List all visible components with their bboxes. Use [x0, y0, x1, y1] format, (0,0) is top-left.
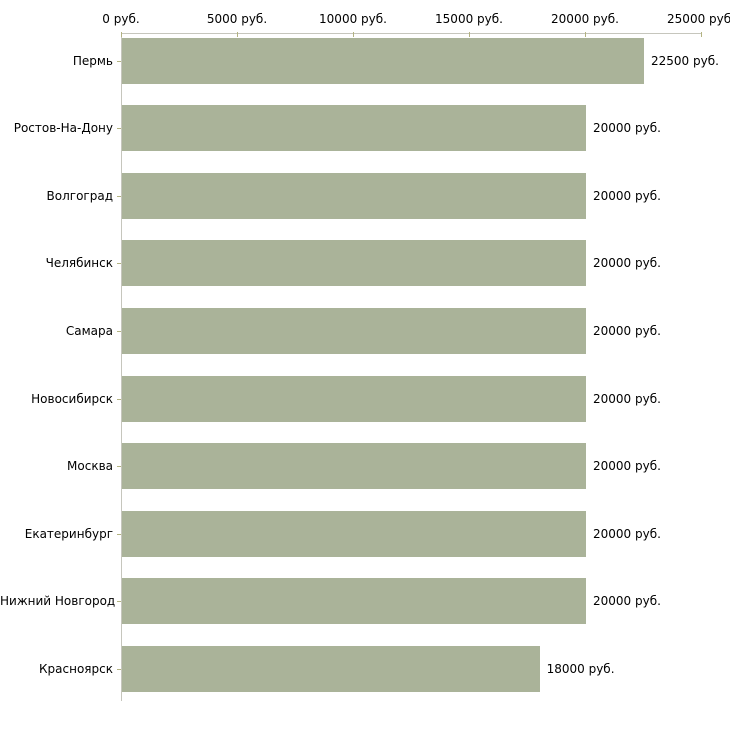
x-axis-tick	[237, 32, 238, 37]
value-label: 20000 руб.	[593, 256, 661, 271]
category-label: Новосибирск	[31, 391, 113, 406]
bar	[122, 375, 586, 422]
y-axis-tick	[117, 195, 121, 197]
value-label: 22500 руб.	[651, 53, 719, 68]
category-label: Волгоград	[46, 188, 113, 203]
y-axis-line	[121, 33, 122, 701]
category-label: Екатеринбург	[24, 526, 113, 541]
bar	[122, 240, 586, 287]
bar	[122, 578, 586, 625]
x-axis-tick	[121, 32, 122, 37]
category-label: Самара	[65, 323, 113, 338]
value-label: 20000 руб.	[593, 188, 661, 203]
category-label: Красноярск	[39, 661, 113, 676]
x-axis-tick-label: 0 руб.	[102, 12, 140, 26]
value-label: 20000 руб.	[593, 459, 661, 474]
bar	[122, 37, 644, 84]
x-axis-tick	[353, 32, 354, 37]
x-axis-tick	[701, 32, 702, 37]
y-axis-tick	[117, 466, 121, 468]
y-axis-tick	[117, 60, 121, 62]
bar	[122, 645, 540, 692]
y-axis-tick	[117, 330, 121, 332]
x-axis-line	[121, 33, 702, 34]
bar	[122, 172, 586, 219]
x-axis-tick-label: 5000 руб.	[206, 12, 268, 26]
x-axis-tick-label: 10000 руб.	[319, 12, 387, 26]
value-label: 20000 руб.	[593, 323, 661, 338]
category-label: Ростов-На-Дону	[13, 121, 113, 136]
value-label: 20000 руб.	[593, 594, 661, 609]
x-axis-tick	[585, 32, 586, 37]
y-axis-tick	[117, 533, 121, 535]
bar	[122, 443, 586, 490]
x-axis-tick	[469, 32, 470, 37]
category-label: Челябинск	[45, 256, 113, 271]
y-axis-tick	[117, 601, 121, 603]
category-label: Москва	[67, 459, 113, 474]
value-label: 18000 руб.	[546, 661, 615, 676]
y-axis-tick	[117, 263, 121, 265]
y-axis-tick	[117, 668, 121, 670]
value-label: 20000 руб.	[593, 391, 661, 406]
value-label: 20000 руб.	[593, 121, 661, 136]
value-label: 20000 руб.	[593, 526, 661, 541]
x-axis-tick-label: 15000 руб.	[435, 12, 503, 26]
bar	[122, 510, 586, 557]
category-label: Пермь	[72, 53, 113, 68]
bar	[122, 105, 586, 152]
y-axis-tick	[117, 398, 121, 400]
y-axis-tick	[117, 128, 121, 130]
x-axis-tick-label: 25000 руб.	[667, 12, 730, 26]
x-axis-tick-label: 20000 руб.	[551, 12, 619, 26]
bar	[122, 307, 586, 354]
category-label: Нижний Новгород	[0, 594, 116, 609]
